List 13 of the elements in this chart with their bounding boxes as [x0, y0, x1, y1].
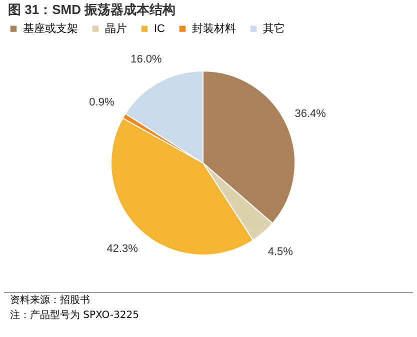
- legend-label: IC: [154, 22, 166, 35]
- text: 注：产品型号为 SPXO-3225: [10, 308, 140, 323]
- legend-label: 封装材料: [192, 22, 236, 35]
- legend-label: 晶片: [105, 22, 127, 35]
- data-label: 0.9%: [89, 96, 114, 109]
- legend-label: 其它: [263, 22, 285, 35]
- data-label: 4.5%: [268, 246, 294, 258]
- text: 资料来源：招股书: [10, 294, 91, 308]
- legend-label: 基座或支架: [23, 22, 78, 35]
- chart-title: 图 31：SMD 振荡器成本结构: [8, 2, 176, 17]
- data-label: 42.3%: [106, 243, 138, 256]
- data-label: 36.4%: [294, 108, 326, 120]
- data-label: 16.0%: [130, 54, 162, 66]
